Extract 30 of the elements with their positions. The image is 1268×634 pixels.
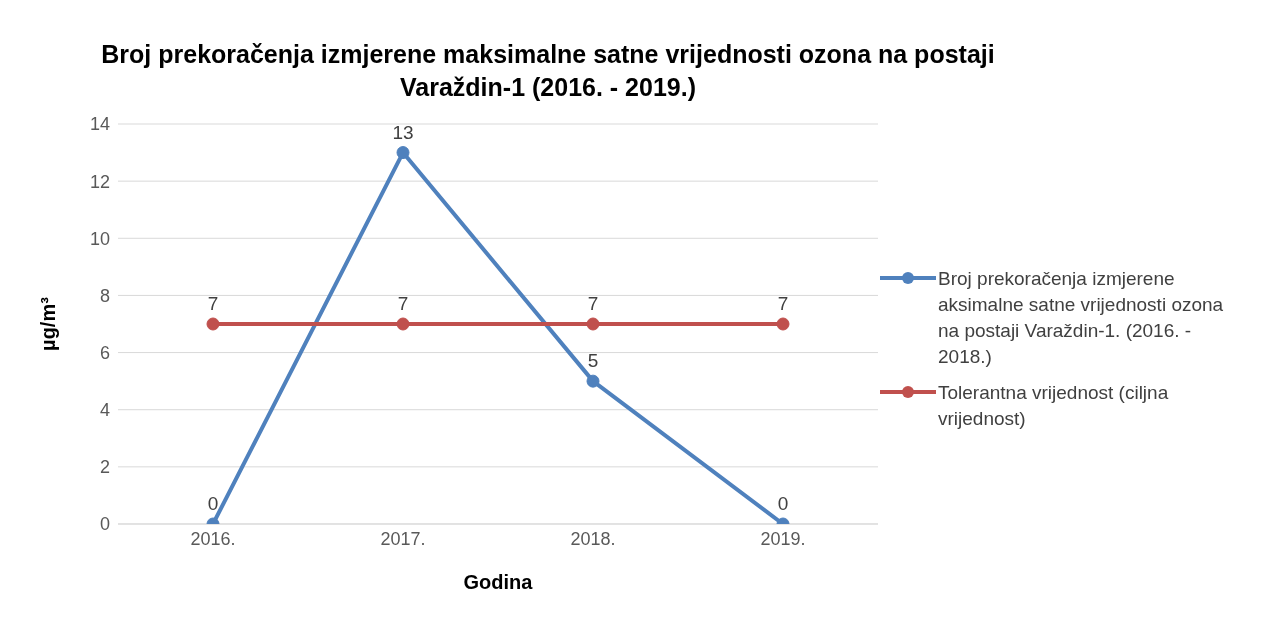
data-label: 7 bbox=[587, 293, 599, 314]
x-tick-label: 2019. bbox=[760, 528, 806, 549]
y-tick-label: 2 bbox=[99, 457, 110, 478]
legend-label: Tolerantna vrijednost (ciljna vrijednost) bbox=[938, 381, 1170, 431]
x-axis-title: Godina bbox=[463, 571, 534, 593]
y-tick-label: 0 bbox=[99, 514, 110, 535]
x-tick-label: 2018. bbox=[570, 528, 616, 549]
data-label: 13 bbox=[392, 121, 414, 143]
data-label: 0 bbox=[777, 493, 789, 514]
y-tick-label: 8 bbox=[99, 285, 110, 306]
chart-title: Broj prekoračenja izmjerene maksimalne satne vrijednosti ozona na postaji Varaždin-1 (2016. - 2019.) bbox=[100, 39, 996, 103]
point bbox=[396, 317, 410, 331]
y-tick-label: 4 bbox=[99, 400, 110, 421]
point bbox=[776, 317, 790, 331]
data-label: 0 bbox=[207, 493, 219, 514]
point bbox=[206, 317, 220, 331]
data-label: 7 bbox=[397, 293, 409, 314]
point bbox=[586, 317, 600, 331]
data-label: 7 bbox=[207, 293, 219, 314]
y-tick-label: 6 bbox=[99, 342, 110, 363]
y-tick-label: 12 bbox=[89, 171, 110, 192]
data-label: 7 bbox=[777, 293, 789, 314]
y-tick-label: 10 bbox=[89, 228, 110, 249]
x-tick-label: 2016. bbox=[190, 528, 236, 549]
y-tick-label: 14 bbox=[89, 114, 110, 135]
legend-label: Broj prekoračenja izmjerene aksimalne satne vrijednosti ozona na postaji Varaždin-1. (2016. - 2018.) bbox=[938, 267, 1225, 369]
x-tick-label: 2017. bbox=[380, 528, 426, 549]
data-label: 5 bbox=[587, 350, 599, 372]
point bbox=[586, 374, 600, 388]
y-axis-title: µg/m³ bbox=[37, 296, 60, 351]
